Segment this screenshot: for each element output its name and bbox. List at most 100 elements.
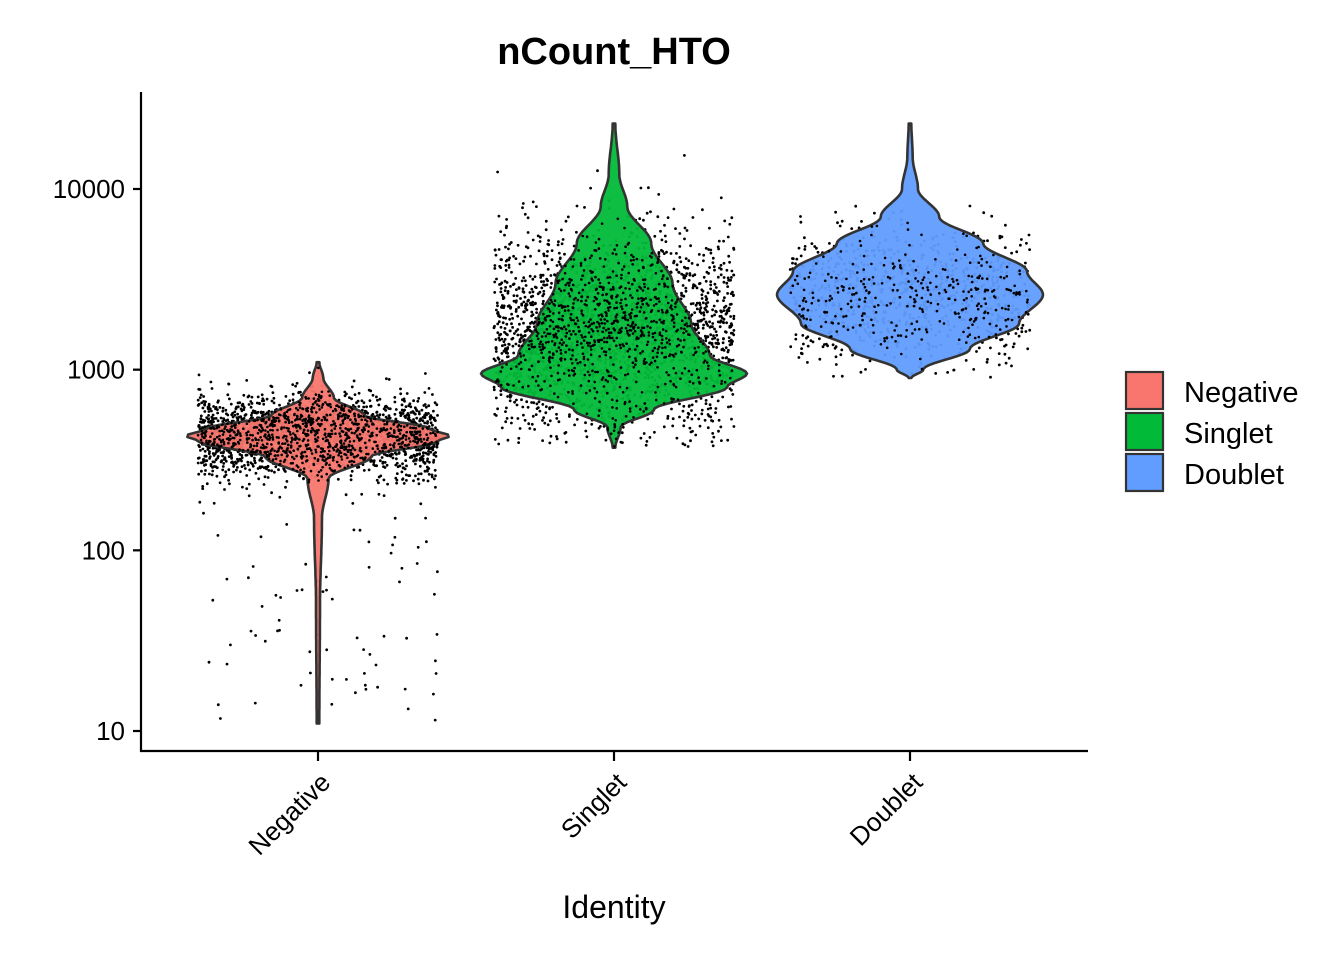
data-point — [221, 420, 225, 423]
data-point — [419, 417, 422, 421]
data-point — [727, 358, 731, 361]
data-point — [496, 304, 499, 308]
data-point — [648, 436, 652, 439]
data-point — [517, 305, 521, 309]
data-point — [253, 461, 257, 465]
data-point — [712, 435, 716, 439]
data-point — [233, 410, 237, 414]
data-point — [666, 417, 670, 420]
data-point — [583, 206, 586, 209]
data-point — [511, 344, 515, 348]
data-point — [518, 262, 522, 266]
data-point — [702, 323, 705, 327]
data-point — [419, 502, 423, 506]
data-point — [265, 397, 269, 401]
data-point — [540, 280, 543, 283]
data-point — [709, 333, 713, 337]
data-point — [850, 227, 854, 231]
data-point — [414, 462, 417, 466]
data-point — [521, 287, 525, 291]
data-point — [704, 246, 708, 250]
data-point — [662, 425, 666, 429]
data-point — [497, 442, 501, 446]
data-point — [541, 403, 545, 406]
data-point — [510, 421, 513, 425]
data-point — [730, 417, 733, 421]
data-point — [1004, 223, 1007, 227]
data-point — [548, 406, 552, 410]
data-point — [695, 307, 699, 311]
data-point — [696, 263, 699, 267]
data-point — [536, 292, 540, 296]
data-point — [330, 702, 334, 706]
data-point — [385, 453, 388, 457]
data-point — [717, 239, 721, 243]
data-point — [684, 274, 688, 278]
data-point — [383, 466, 387, 469]
data-point — [375, 395, 378, 399]
data-point — [674, 227, 677, 231]
data-point — [716, 275, 720, 279]
data-point — [201, 447, 205, 451]
data-point — [546, 423, 550, 427]
data-point — [425, 540, 428, 544]
data-point — [558, 263, 562, 266]
data-point — [241, 404, 245, 408]
data-point — [502, 316, 505, 320]
data-point — [727, 405, 730, 409]
data-point — [722, 349, 726, 352]
data-point — [546, 250, 549, 253]
data-point — [704, 402, 708, 405]
data-point — [1025, 241, 1028, 245]
data-point — [725, 321, 728, 325]
data-point — [1021, 323, 1025, 327]
data-point — [431, 393, 434, 396]
data-point — [433, 592, 436, 596]
data-point — [708, 320, 711, 324]
data-point — [253, 459, 256, 462]
data-point — [203, 402, 207, 406]
data-point — [350, 385, 354, 389]
data-point — [258, 401, 261, 405]
data-point — [727, 278, 730, 282]
data-point — [351, 502, 355, 505]
data-point — [414, 459, 418, 462]
data-point — [707, 272, 710, 275]
data-point — [1024, 330, 1028, 333]
data-point — [345, 392, 348, 396]
data-point — [534, 301, 537, 305]
data-point — [402, 409, 405, 413]
data-point — [229, 402, 233, 406]
data-point — [349, 478, 353, 482]
data-point — [499, 393, 503, 396]
data-point — [259, 410, 263, 414]
data-point — [505, 218, 508, 221]
data-point — [716, 299, 719, 303]
data-point — [1010, 251, 1013, 255]
data-point — [724, 304, 728, 308]
data-point — [550, 249, 554, 253]
data-point — [373, 464, 377, 467]
data-point — [645, 440, 649, 443]
data-point — [514, 308, 518, 311]
data-point — [418, 464, 422, 468]
data-point — [256, 395, 260, 399]
data-point — [811, 340, 815, 344]
data-point — [573, 423, 576, 427]
data-point — [531, 313, 535, 316]
data-point — [432, 477, 436, 481]
data-point — [726, 285, 730, 288]
data-point — [715, 346, 719, 349]
data-point — [228, 482, 231, 486]
data-point — [1003, 246, 1007, 250]
data-point — [649, 210, 652, 214]
data-point — [199, 414, 203, 418]
data-point — [510, 416, 514, 420]
data-point — [432, 458, 436, 462]
data-point — [259, 535, 263, 539]
data-point — [542, 299, 545, 303]
data-point — [399, 387, 402, 391]
data-point — [493, 264, 497, 267]
data-point — [678, 415, 681, 419]
data-point — [414, 408, 418, 411]
